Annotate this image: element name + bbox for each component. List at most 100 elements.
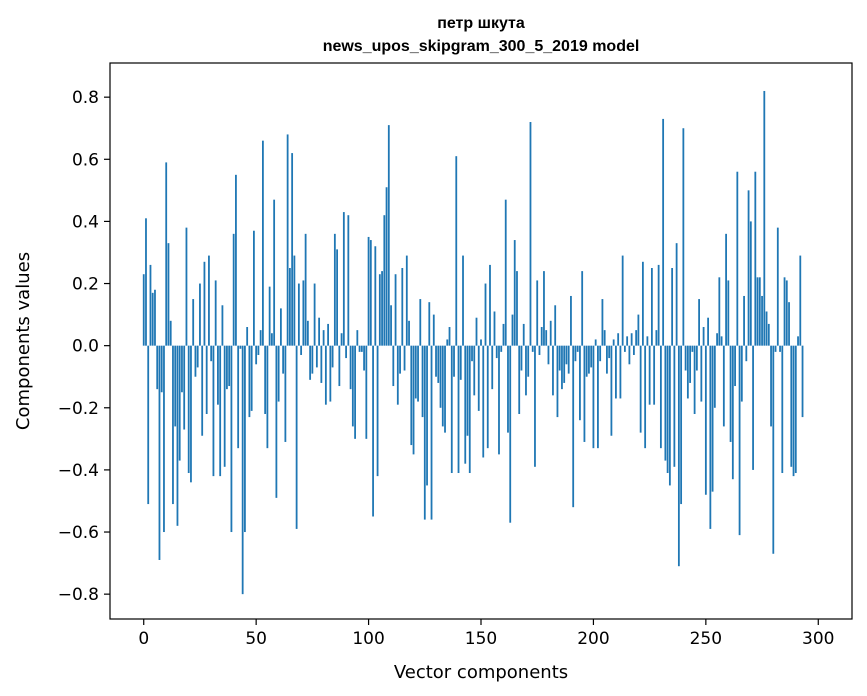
- bar: [277, 345, 280, 402]
- bar: [187, 345, 190, 474]
- bar: [648, 345, 651, 405]
- bar: [183, 345, 186, 430]
- y-tick-label: 0.0: [72, 337, 99, 357]
- bar: [507, 345, 509, 433]
- bar: [722, 345, 725, 427]
- bar: [302, 280, 305, 346]
- bar: [489, 264, 491, 346]
- bar: [637, 314, 640, 346]
- y-tick-label: −0.8: [58, 585, 99, 605]
- bar: [588, 345, 590, 374]
- bar: [295, 345, 298, 529]
- bar: [268, 286, 271, 346]
- bar: [387, 125, 390, 346]
- bar: [313, 283, 316, 346]
- bar: [691, 345, 694, 352]
- bar: [417, 345, 419, 402]
- bar: [610, 345, 613, 436]
- bar: [293, 255, 296, 346]
- bar: [322, 330, 325, 346]
- bar: [633, 345, 635, 355]
- bar: [788, 302, 790, 346]
- y-axis-ticks: −0.8 −0.6 −0.4 −0.2 0.0 0.2 0.4 0.6 0.8: [58, 88, 110, 605]
- bar: [549, 320, 552, 346]
- bar: [347, 215, 350, 346]
- bar: [502, 323, 505, 346]
- bar: [554, 305, 557, 346]
- bar: [257, 345, 260, 355]
- bar: [336, 249, 338, 346]
- bar: [794, 345, 797, 474]
- bar: [426, 345, 428, 486]
- bar: [639, 345, 642, 433]
- bar: [630, 333, 633, 346]
- bar: [235, 174, 237, 346]
- y-tick-label: −0.2: [58, 399, 99, 419]
- bar: [779, 345, 781, 352]
- bar: [270, 333, 273, 346]
- bar: [291, 153, 294, 346]
- bar: [581, 271, 584, 346]
- bar: [666, 345, 669, 474]
- bar: [720, 336, 723, 346]
- bar: [196, 345, 199, 368]
- bar: [480, 339, 482, 346]
- plot-area-frame: [109, 62, 853, 620]
- bar: [635, 330, 638, 346]
- bar: [709, 345, 712, 529]
- bar: [432, 314, 435, 346]
- bar: [327, 323, 329, 346]
- bar: [684, 345, 687, 371]
- bar: [585, 345, 588, 377]
- bar: [675, 243, 678, 346]
- x-axis-label: Vector components: [394, 662, 568, 683]
- bar: [367, 236, 370, 346]
- bar: [471, 345, 473, 362]
- bar: [776, 227, 779, 346]
- bar: [217, 345, 219, 405]
- bar: [482, 345, 485, 458]
- x-tick-label: 100: [352, 629, 384, 649]
- bar: [154, 289, 156, 346]
- bar: [351, 345, 354, 427]
- bar: [486, 345, 489, 449]
- bar: [493, 311, 496, 346]
- bar: [331, 345, 334, 368]
- y-tick-label: 0.4: [72, 212, 99, 232]
- x-axis-ticks: 0 50 100 150 200 250 300: [138, 619, 834, 649]
- bar: [444, 345, 446, 433]
- bar: [356, 330, 359, 346]
- bar: [315, 345, 318, 368]
- bar: [792, 345, 795, 477]
- y-tick-label: 0.6: [72, 150, 99, 170]
- bar: [232, 233, 235, 346]
- bar: [689, 345, 692, 383]
- bar: [752, 345, 754, 470]
- bar: [763, 90, 766, 346]
- bar: [525, 345, 527, 396]
- bar: [297, 283, 300, 346]
- bar: [381, 271, 383, 346]
- bar: [439, 345, 442, 408]
- bar: [561, 345, 563, 390]
- bar: [484, 283, 487, 346]
- bar: [758, 277, 761, 346]
- bar: [565, 345, 568, 365]
- bar: [181, 345, 183, 393]
- x-tick-label: 50: [245, 629, 267, 649]
- bar: [738, 345, 741, 536]
- bar: [464, 345, 467, 464]
- bar: [383, 215, 386, 346]
- bar: [363, 345, 365, 371]
- bar: [659, 345, 662, 449]
- bar: [408, 320, 410, 346]
- bar: [178, 345, 181, 461]
- bar: [783, 277, 786, 346]
- bar: [731, 345, 734, 480]
- bar: [192, 299, 195, 346]
- bar: [626, 336, 629, 346]
- bar: [770, 345, 772, 427]
- bar: [513, 240, 516, 346]
- bar: [165, 162, 168, 346]
